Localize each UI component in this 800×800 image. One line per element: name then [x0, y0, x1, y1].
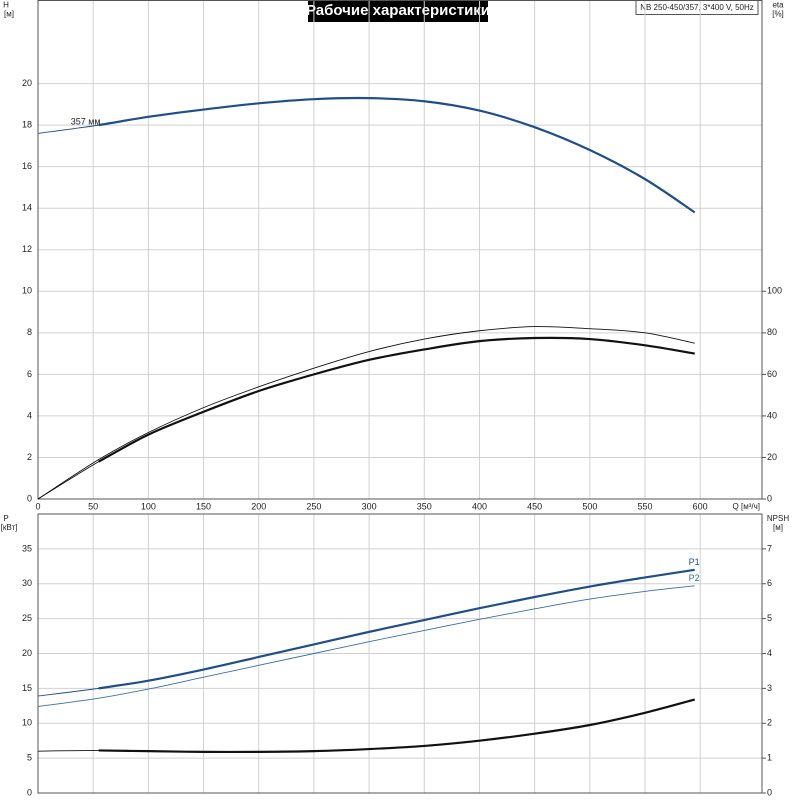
- y-tick-label: 18: [22, 120, 32, 130]
- y2-tick-label: 80: [767, 327, 777, 337]
- y-axis-label: H: [3, 1, 9, 10]
- y-tick-label: 10: [22, 286, 32, 296]
- plot-frame: [37, 513, 763, 794]
- y2-tick-label: 0: [767, 493, 772, 503]
- y-axis-label: P: [3, 514, 8, 523]
- title-box: [308, 0, 488, 22]
- x-tick-label: 300: [362, 501, 377, 511]
- y-tick-label: 0: [27, 493, 32, 503]
- y2-tick-label: 0: [767, 787, 772, 797]
- curve-thin: [37, 337, 695, 500]
- y-tick-label: 4: [27, 410, 32, 420]
- curve-thin: [37, 585, 695, 707]
- y2-tick-label: 60: [767, 369, 777, 379]
- plot-frame: [37, 0, 763, 500]
- curve: [98, 568, 695, 690]
- y-tick-label: 8: [27, 327, 32, 337]
- y2-tick-label: 5: [767, 613, 772, 623]
- y-tick-label: 5: [27, 753, 32, 763]
- series-label: P2: [689, 573, 700, 583]
- y-tick-label: 35: [22, 543, 32, 553]
- x-tick-label: 150: [196, 501, 211, 511]
- x-tick-label: 350: [417, 501, 432, 511]
- y2-tick-label: 20: [767, 452, 777, 462]
- y2-axis-label: [м]: [773, 523, 783, 532]
- y-tick-label: 10: [22, 718, 32, 728]
- model: NB 250-450/357, 3*400 V, 50Hz: [640, 3, 754, 12]
- y2-tick-label: 2: [767, 718, 772, 728]
- x-tick-label: 250: [306, 501, 321, 511]
- curve: [98, 698, 695, 754]
- y2-tick-label: 1: [767, 753, 772, 763]
- y2-tick-label: 4: [767, 648, 772, 658]
- x-tick-label: 400: [472, 501, 487, 511]
- x-tick-label: 600: [693, 501, 708, 511]
- y2-tick-label: 3: [767, 683, 772, 693]
- series-label: 357 мм: [71, 117, 101, 127]
- y-tick-label: 25: [22, 613, 32, 623]
- y-tick-label: 2: [27, 452, 32, 462]
- x-tick-label: 50: [88, 501, 98, 511]
- curve: [98, 336, 695, 463]
- y-tick-label: 12: [22, 244, 32, 254]
- x-tick-label: 0: [35, 501, 40, 511]
- title: Рабочие характеристики: [306, 2, 490, 19]
- curve-thin: [37, 326, 695, 500]
- y-tick-label: 20: [22, 648, 32, 658]
- curve-thin: [37, 699, 695, 753]
- y-tick-label: 0: [27, 787, 32, 797]
- x-tick-label: 450: [527, 501, 542, 511]
- y-tick-label: 20: [22, 78, 32, 88]
- y-axis-label: [кВт]: [1, 523, 18, 532]
- y-tick-label: 14: [22, 203, 32, 213]
- y2-tick-label: 100: [767, 286, 782, 296]
- curve: [98, 96, 696, 214]
- x-axis-label: Q [м³/ч]: [733, 502, 760, 511]
- y2-tick-label: 40: [767, 410, 777, 420]
- y2-tick-label: 6: [767, 578, 772, 588]
- x-tick-label: 200: [251, 501, 266, 511]
- y-tick-label: 30: [22, 578, 32, 588]
- series-label: P1: [689, 557, 700, 567]
- y2-axis-label: NPSH: [767, 514, 789, 523]
- x-tick-label: 100: [141, 501, 156, 511]
- x-tick-label: 550: [637, 501, 652, 511]
- y-tick-label: 15: [22, 683, 32, 693]
- y2-tick-label: 7: [767, 543, 772, 553]
- y-tick-label: 6: [27, 369, 32, 379]
- x-tick-label: 500: [582, 501, 597, 511]
- curve-thin: [37, 97, 695, 213]
- y-tick-label: 16: [22, 161, 32, 171]
- y2-axis-label: [%]: [772, 10, 784, 19]
- y2-axis-label: eta: [772, 1, 784, 10]
- y-axis-label: [м]: [4, 10, 14, 19]
